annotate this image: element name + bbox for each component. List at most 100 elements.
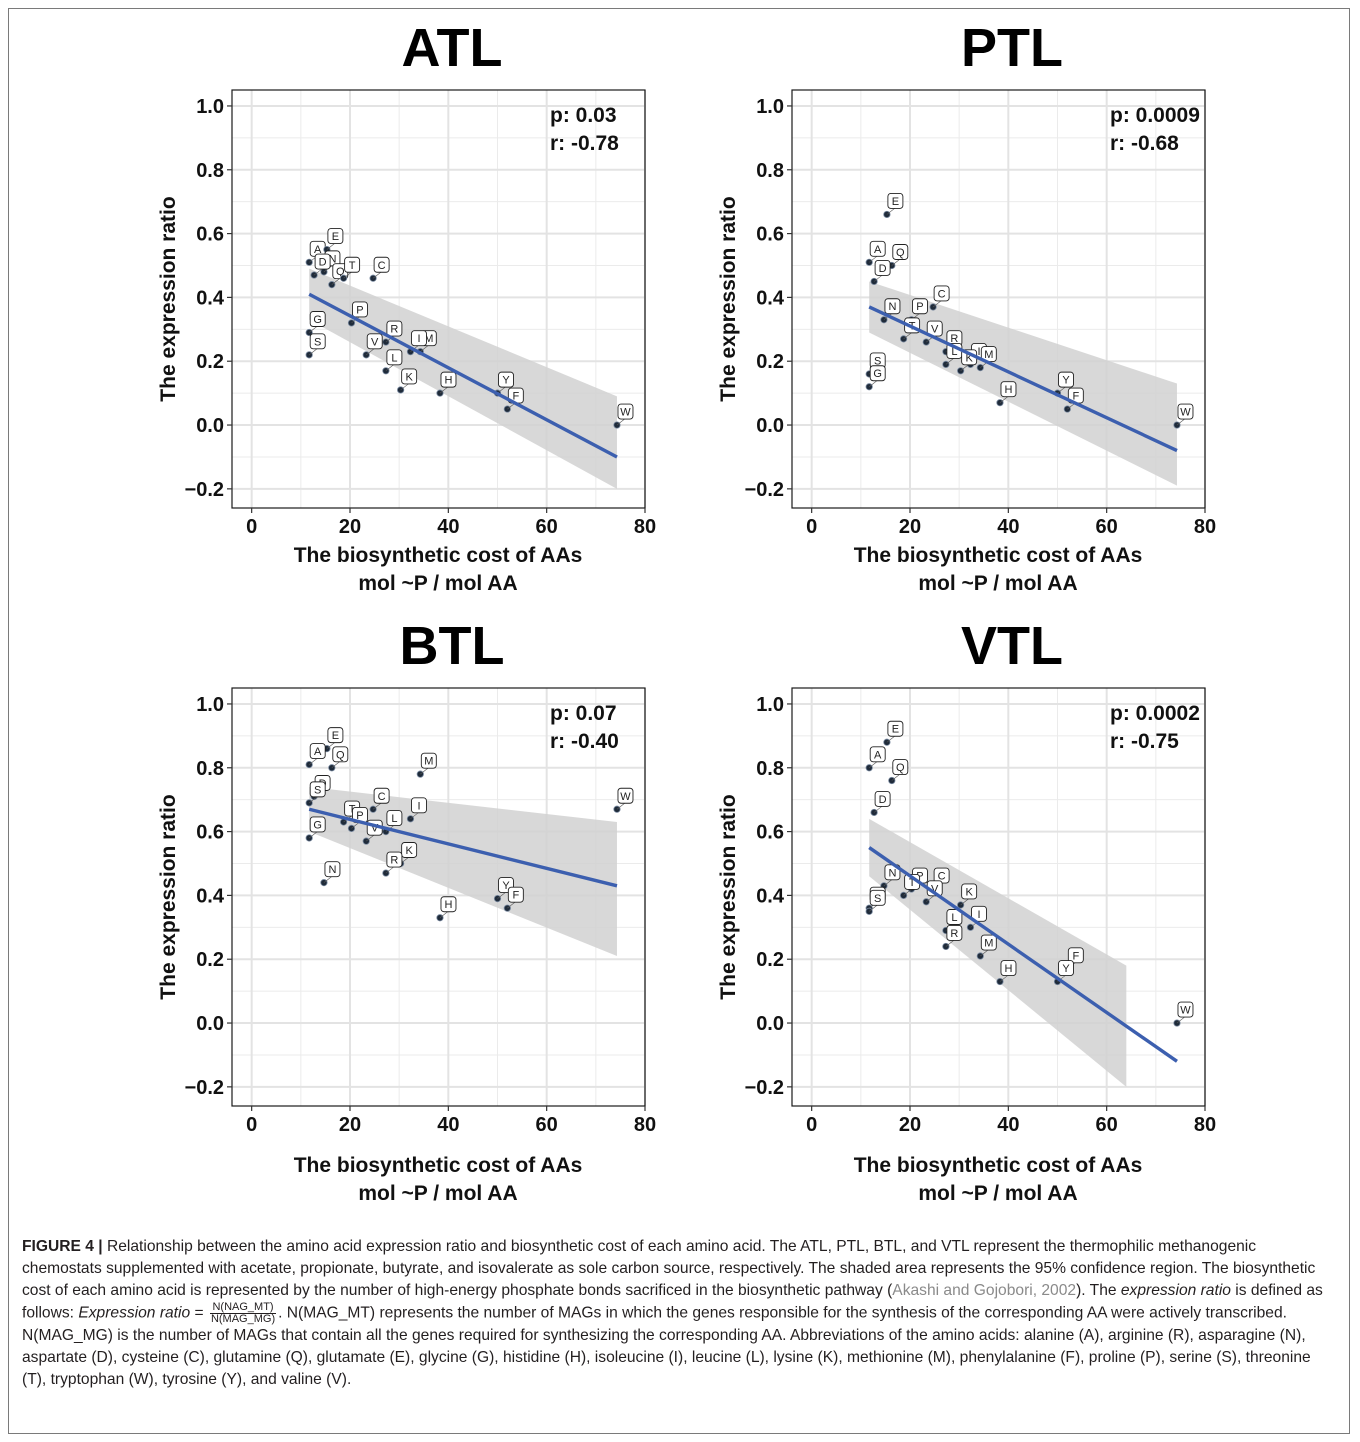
data-point-d: D bbox=[870, 260, 891, 286]
point-label: Y bbox=[1062, 375, 1070, 387]
x-tick-label: 60 bbox=[536, 1114, 558, 1136]
point-label: A bbox=[314, 244, 322, 256]
data-point-y: Y bbox=[1053, 960, 1074, 986]
point-label: Y bbox=[1062, 963, 1070, 975]
citation-link[interactable]: Akashi and Gojobori, 2002 bbox=[892, 1282, 1077, 1299]
point-label: W bbox=[1180, 1005, 1191, 1017]
x-axis-label-units: mol ~P / mol AA bbox=[358, 572, 517, 595]
point-label: R bbox=[950, 333, 958, 345]
point-label-box bbox=[373, 256, 390, 273]
point-label: E bbox=[892, 724, 899, 736]
point-label-box bbox=[327, 228, 344, 244]
point-label-box bbox=[498, 371, 514, 388]
data-point-d: D bbox=[870, 790, 891, 817]
y-tick-label: 0.8 bbox=[756, 758, 784, 780]
y-tick-label: 0.2 bbox=[756, 351, 784, 373]
point-marker bbox=[305, 258, 313, 266]
x-axis-label: The biosynthetic cost of AAs bbox=[294, 544, 583, 567]
data-point-i: I bbox=[406, 797, 427, 823]
point-label: S bbox=[314, 336, 321, 348]
data-point-r: R bbox=[942, 925, 963, 951]
point-label-box bbox=[1058, 960, 1074, 977]
data-point-s: S bbox=[865, 352, 886, 378]
point-marker bbox=[996, 977, 1004, 986]
caption-text-2: ). The bbox=[1076, 1282, 1121, 1299]
y-tick-label: 0.2 bbox=[196, 949, 224, 971]
point-label: M bbox=[424, 756, 433, 768]
point-label-box bbox=[869, 240, 886, 257]
point-label-box bbox=[314, 253, 331, 270]
data-point-s: S bbox=[305, 333, 326, 359]
point-marker bbox=[613, 421, 621, 429]
point-label: R bbox=[390, 324, 398, 336]
point-label-box bbox=[309, 816, 326, 833]
x-tick-label: 0 bbox=[246, 1114, 257, 1136]
data-point-q: Q bbox=[888, 244, 909, 270]
x-axis-label-units: mol ~P / mol AA bbox=[358, 1182, 517, 1205]
point-marker bbox=[613, 805, 621, 813]
y-tick-label: 0.0 bbox=[196, 415, 224, 437]
stat-p-value: p: 0.03 bbox=[550, 104, 617, 127]
data-point-v: V bbox=[922, 320, 943, 346]
point-label: Q bbox=[896, 247, 905, 259]
y-tick-label: 0.6 bbox=[196, 822, 224, 844]
point-label: H bbox=[1004, 963, 1012, 975]
point-marker bbox=[865, 258, 873, 266]
data-point-e: E bbox=[883, 192, 904, 219]
stat-r-value: r: -0.75 bbox=[1110, 730, 1179, 753]
point-label: P bbox=[356, 810, 363, 822]
y-tick-label: 0.8 bbox=[196, 758, 224, 780]
point-label: N bbox=[328, 864, 336, 876]
point-label: V bbox=[371, 823, 379, 835]
point-label: H bbox=[444, 899, 452, 911]
data-point-m: M bbox=[976, 934, 997, 960]
y-tick-label: 1.0 bbox=[196, 96, 224, 118]
y-axis-label: The expression ratio bbox=[157, 794, 180, 999]
y-tick-label: 0.4 bbox=[756, 885, 785, 907]
y-axis-label: The expression ratio bbox=[157, 196, 180, 401]
point-label-box bbox=[869, 746, 886, 763]
point-label: I bbox=[417, 333, 420, 345]
point-label: P bbox=[916, 301, 923, 313]
point-label: D bbox=[879, 794, 887, 806]
point-marker bbox=[922, 338, 930, 346]
x-tick-label: 60 bbox=[1096, 516, 1118, 538]
data-point-i: I bbox=[966, 905, 987, 931]
point-label: D bbox=[879, 263, 887, 275]
x-axis-label: The biosynthetic cost of AAs bbox=[294, 1154, 583, 1177]
point-label-box bbox=[887, 720, 904, 737]
chart-svg: EAQDNPCKGTSVLIRMFHYW020406080−0.20.00.20… bbox=[717, 616, 1216, 1205]
point-label-box bbox=[309, 781, 326, 798]
point-label-box bbox=[332, 746, 349, 763]
point-label: Q bbox=[896, 762, 905, 774]
point-label-box bbox=[961, 883, 978, 900]
point-marker bbox=[436, 389, 444, 397]
data-point-l: L bbox=[382, 349, 403, 375]
point-label: K bbox=[965, 886, 973, 898]
point-label-box bbox=[946, 909, 963, 925]
stat-r-value: r: -0.78 bbox=[550, 132, 619, 155]
stat-p-value: p: 0.07 bbox=[550, 702, 617, 725]
point-label: N bbox=[888, 867, 896, 879]
point-label-box bbox=[1000, 960, 1017, 977]
point-label-box bbox=[309, 311, 326, 327]
point-label-box bbox=[309, 743, 326, 760]
data-point-h: H bbox=[436, 371, 457, 397]
y-axis-label: The expression ratio bbox=[717, 196, 740, 401]
chart-panel-ptl: EAQDCPNVRTILMKSGYHFW020406080−0.20.00.20… bbox=[700, 14, 1260, 614]
point-label-box bbox=[1058, 371, 1074, 388]
regression-line bbox=[868, 305, 1178, 453]
data-point-s: S bbox=[305, 781, 326, 807]
data-point-g: G bbox=[305, 311, 326, 337]
point-label: W bbox=[1180, 407, 1191, 419]
point-label-box bbox=[617, 787, 634, 804]
chart-panel-vtl: EAQDNPCKGTSVLIRMFHYW020406080−0.20.00.20… bbox=[700, 612, 1260, 1212]
point-label: G bbox=[313, 819, 322, 831]
data-point-n: N bbox=[880, 864, 901, 890]
y-tick-label: 0.4 bbox=[756, 287, 785, 309]
point-label: L bbox=[391, 352, 397, 364]
data-point-v: V bbox=[362, 333, 383, 359]
x-axis-label-units: mol ~P / mol AA bbox=[918, 1182, 1077, 1205]
x-tick-label: 80 bbox=[634, 516, 656, 538]
x-axis-label: The biosynthetic cost of AAs bbox=[854, 1154, 1143, 1177]
